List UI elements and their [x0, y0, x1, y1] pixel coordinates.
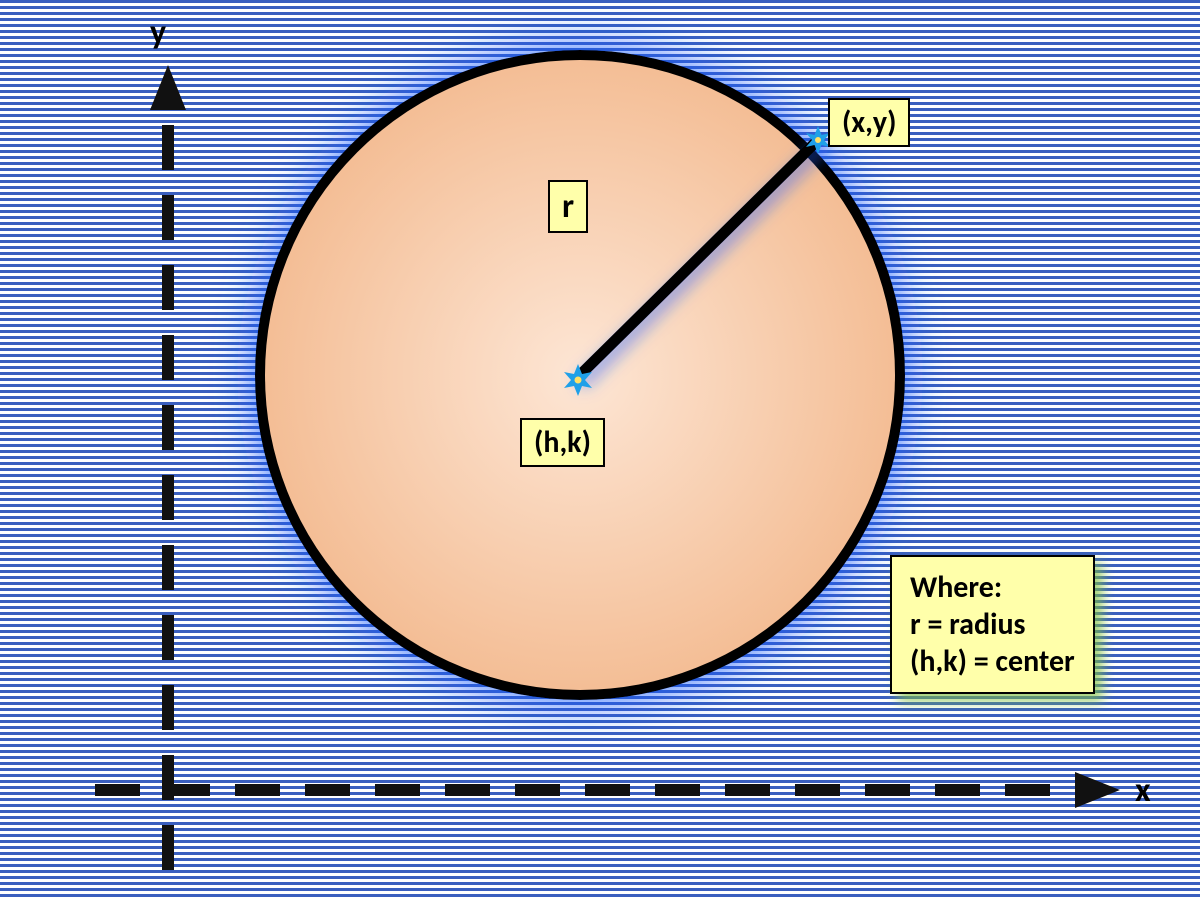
r-label: r [548, 180, 588, 233]
legend-line-3: (h,k) = center [910, 643, 1075, 680]
x-axis-label: x [1135, 770, 1151, 811]
legend-line-2: r = radius [910, 606, 1075, 643]
legend-line-1: Where: [910, 569, 1075, 606]
xy-label: (x,y) [828, 98, 910, 147]
legend-box: Where: r = radius (h,k) = center [890, 555, 1095, 694]
hk-label: (h,k) [520, 418, 605, 467]
y-axis-label: y [150, 12, 166, 53]
diagram-canvas: y x r (h,k) (x,y) Where: r = radius (h,k… [0, 0, 1200, 900]
